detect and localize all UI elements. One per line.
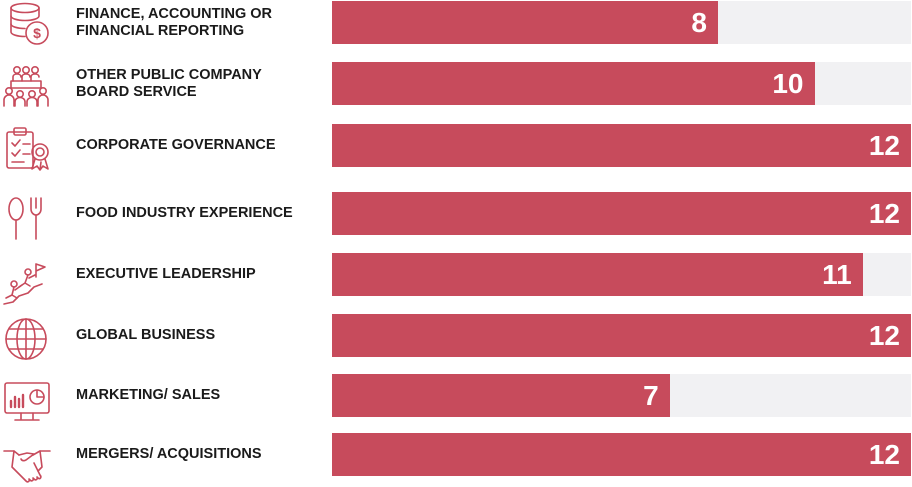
bar: [332, 253, 863, 296]
presentation-chart-icon: [3, 380, 53, 426]
bar-value-label: 7: [643, 379, 659, 411]
category-label: MERGERS/ ACQUISITIONS: [76, 446, 262, 462]
bar-row: GLOBAL BUSINESS 12: [0, 314, 912, 360]
globe-icon: [3, 317, 53, 363]
bar-track: 12: [332, 314, 911, 357]
bar-value-label: 11: [822, 258, 852, 290]
spoon-fork-icon: [3, 196, 53, 242]
bar-row: $ FINANCE, ACCOUNTING OR FINANCIAL REPORT…: [0, 1, 912, 47]
bar: [332, 62, 815, 105]
bar: [332, 124, 911, 167]
bar-row: EXECUTIVE LEADERSHIP 11: [0, 253, 912, 305]
bar: [332, 433, 911, 476]
bar-row: FOOD INDUSTRY EXPERIENCE 12: [0, 192, 912, 240]
bar: [332, 192, 911, 235]
category-label: EXECUTIVE LEADERSHIP: [76, 266, 256, 282]
bar-track: 11: [332, 253, 911, 296]
handshake-icon: [3, 441, 53, 487]
bar: [332, 1, 718, 44]
bar: [332, 374, 670, 417]
bar-track: 12: [332, 192, 911, 235]
bar-value-label: 8: [691, 6, 707, 38]
bar-track: 12: [332, 124, 911, 167]
summit-leadership-icon: [3, 260, 53, 306]
boardroom-icon: [3, 64, 53, 110]
bar-track: 12: [332, 433, 911, 476]
category-label: CORPORATE GOVERNANCE: [76, 137, 276, 153]
bar-row: MERGERS/ ACQUISITIONS 12: [0, 433, 912, 483]
category-label: GLOBAL BUSINESS: [76, 327, 216, 343]
bar: [332, 314, 911, 357]
category-label: FOOD INDUSTRY EXPERIENCE: [76, 205, 293, 221]
bar-value-label: 12: [868, 129, 900, 161]
category-label: FINANCE, ACCOUNTING OR FINANCIAL REPORTI…: [76, 5, 273, 39]
bar-row: OTHER PUBLIC COMPANY BOARD SERVICE 10: [0, 62, 912, 107]
bar-row: CORPORATE GOVERNANCE 12: [0, 124, 912, 171]
governance-certificate-icon: [3, 126, 53, 172]
coins-icon: $: [3, 1, 53, 47]
bar-value-label: 12: [868, 197, 900, 229]
bar-value-label: 12: [868, 319, 900, 351]
bar-track: 8: [332, 1, 911, 44]
svg-text:$: $: [33, 25, 41, 41]
category-label: MARKETING/ SALES: [76, 387, 221, 403]
bar-value-label: 10: [772, 67, 804, 99]
category-label: OTHER PUBLIC COMPANY BOARD SERVICE: [76, 66, 262, 100]
bar-row: MARKETING/ SALES 7: [0, 374, 912, 421]
bar-track: 10: [332, 62, 911, 105]
bar-value-label: 12: [868, 438, 900, 470]
bar-track: 7: [332, 374, 911, 417]
